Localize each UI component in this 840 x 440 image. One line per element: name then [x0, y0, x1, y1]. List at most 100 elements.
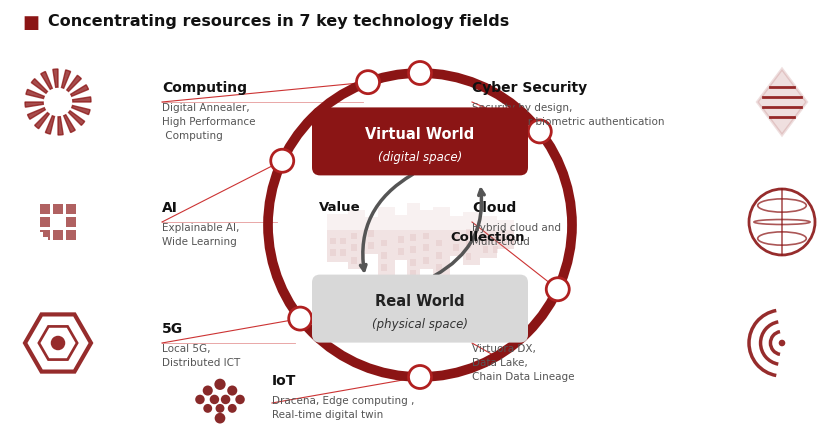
Circle shape — [546, 278, 570, 301]
Polygon shape — [45, 116, 55, 134]
Bar — [407, 203, 420, 230]
Bar — [38, 232, 43, 237]
Polygon shape — [64, 115, 76, 132]
Bar — [496, 220, 513, 230]
Bar — [351, 245, 357, 252]
Bar — [423, 232, 429, 239]
Text: Cloud: Cloud — [472, 201, 517, 215]
Circle shape — [228, 404, 237, 413]
Circle shape — [215, 413, 225, 424]
Bar — [38, 237, 43, 242]
Bar — [365, 217, 377, 230]
Circle shape — [210, 395, 219, 404]
Bar — [492, 246, 498, 253]
Bar — [463, 230, 480, 265]
Polygon shape — [31, 79, 48, 93]
FancyBboxPatch shape — [312, 275, 528, 343]
Bar — [339, 249, 345, 257]
Bar — [480, 216, 496, 230]
Bar — [410, 246, 417, 253]
Text: Data: Data — [472, 322, 509, 336]
Text: Hybrid cloud and
Multi-cloud: Hybrid cloud and Multi-cloud — [472, 223, 561, 247]
Circle shape — [289, 307, 312, 330]
Bar — [453, 244, 459, 251]
Polygon shape — [41, 72, 52, 89]
Bar — [449, 216, 463, 230]
Bar — [327, 230, 348, 261]
Circle shape — [270, 149, 294, 172]
Circle shape — [528, 120, 551, 143]
Polygon shape — [71, 106, 90, 115]
Bar — [482, 246, 489, 253]
Bar — [410, 271, 417, 278]
Bar — [436, 264, 442, 271]
Bar — [339, 238, 345, 245]
Text: Collection: Collection — [451, 231, 525, 243]
Circle shape — [45, 88, 72, 116]
Bar — [423, 257, 429, 264]
Bar — [397, 248, 403, 255]
Bar — [510, 237, 516, 244]
Polygon shape — [34, 113, 50, 128]
Bar — [351, 232, 357, 239]
Polygon shape — [71, 85, 88, 96]
Bar — [43, 237, 48, 242]
Bar — [39, 204, 50, 214]
Circle shape — [50, 336, 66, 350]
Text: Virtuora DX,
Data Lake,
Chain Data Lineage: Virtuora DX, Data Lake, Chain Data Linea… — [472, 344, 575, 382]
Bar — [66, 217, 76, 227]
Bar — [39, 217, 50, 227]
Bar — [410, 235, 417, 242]
Bar — [420, 230, 433, 268]
Bar — [423, 245, 429, 252]
Bar — [436, 252, 442, 258]
Polygon shape — [25, 102, 44, 107]
Bar — [482, 234, 489, 241]
Text: IoT: IoT — [272, 374, 297, 388]
Bar — [500, 237, 506, 244]
Bar — [433, 230, 449, 275]
Bar — [492, 234, 498, 241]
Circle shape — [216, 404, 224, 413]
Text: (digital space): (digital space) — [378, 151, 462, 164]
Bar — [53, 230, 63, 240]
Text: ■: ■ — [22, 14, 39, 32]
Bar — [453, 232, 459, 239]
Circle shape — [202, 385, 213, 396]
Polygon shape — [757, 69, 806, 135]
Bar — [351, 257, 357, 264]
Polygon shape — [61, 70, 71, 88]
Bar — [377, 230, 395, 275]
Text: 5G: 5G — [162, 322, 183, 336]
Bar — [410, 258, 417, 265]
Bar — [53, 204, 63, 214]
Bar — [381, 252, 386, 258]
Polygon shape — [53, 69, 58, 87]
Bar — [395, 230, 407, 260]
Polygon shape — [26, 89, 45, 99]
Bar — [329, 238, 335, 245]
Bar — [407, 230, 420, 282]
Bar — [465, 229, 471, 236]
Bar — [348, 210, 365, 230]
Text: Security by design,
Multi-factor biometric authentication: Security by design, Multi-factor biometr… — [472, 103, 664, 127]
Bar — [465, 253, 471, 260]
Circle shape — [235, 395, 244, 404]
Bar — [329, 249, 335, 257]
Bar — [395, 215, 407, 230]
Text: AI: AI — [162, 201, 178, 215]
Bar — [436, 239, 442, 246]
Polygon shape — [73, 97, 91, 102]
Text: Real World: Real World — [375, 294, 465, 309]
Text: Virtual World: Virtual World — [365, 127, 475, 142]
Circle shape — [227, 385, 238, 396]
Text: Digital Annealer,
High Performance
 Computing: Digital Annealer, High Performance Compu… — [162, 103, 255, 141]
Text: (physical space): (physical space) — [372, 318, 468, 331]
Polygon shape — [69, 111, 85, 125]
Bar — [377, 207, 395, 230]
Polygon shape — [66, 75, 81, 92]
Text: Cyber Security: Cyber Security — [472, 81, 587, 95]
Circle shape — [195, 395, 205, 404]
Text: Local 5G,
Distributed ICT: Local 5G, Distributed ICT — [162, 344, 240, 368]
Text: Explainable AI,
Wide Learning: Explainable AI, Wide Learning — [162, 223, 239, 247]
